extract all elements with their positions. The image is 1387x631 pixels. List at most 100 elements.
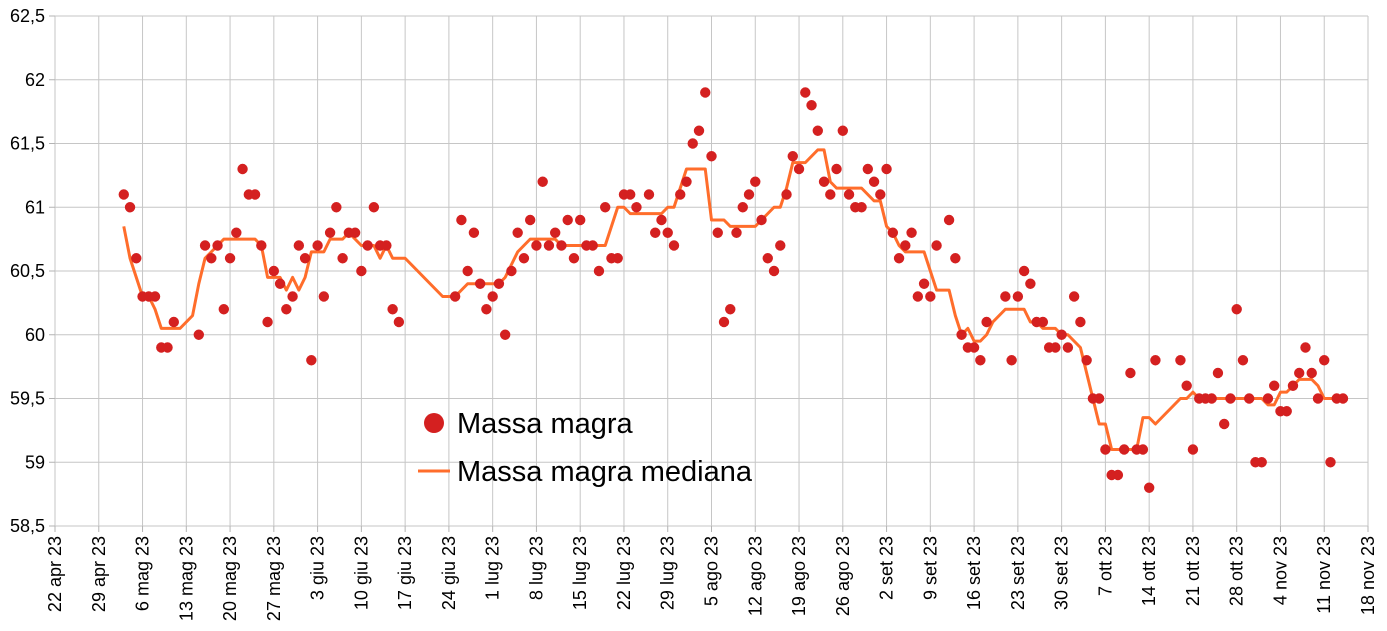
data-point (368, 202, 380, 213)
data-point (487, 291, 498, 302)
data-point (1269, 380, 1280, 391)
x-tick-label: 16 set 23 (964, 536, 984, 610)
y-tick-label: 58,5 (10, 516, 45, 536)
data-point (556, 240, 567, 251)
data-point (1018, 265, 1030, 277)
data-point (518, 253, 530, 264)
data-point (1112, 469, 1124, 481)
data-point (499, 329, 511, 340)
data-point (906, 227, 917, 238)
data-point (1262, 393, 1274, 404)
data-point (124, 202, 136, 213)
x-tick-label: 17 giu 23 (395, 536, 415, 610)
data-point (568, 253, 580, 264)
data-point (299, 253, 311, 264)
data-point (693, 125, 705, 136)
data-point (862, 163, 874, 175)
x-tick-label: 6 mag 23 (133, 536, 153, 611)
data-point (1300, 342, 1311, 353)
x-tick-label: 11 nov 23 (1314, 536, 1334, 614)
data-point (1206, 393, 1217, 404)
legend-label-massa-magra: Massa magra (457, 408, 634, 440)
data-point (1175, 355, 1186, 366)
data-point (337, 253, 348, 264)
data-point (950, 253, 961, 264)
data-point (387, 304, 398, 315)
data-point (524, 214, 536, 226)
y-tick-label: 61 (25, 197, 45, 217)
data-point (787, 151, 798, 162)
data-point (1337, 393, 1349, 404)
data-point (1225, 393, 1236, 404)
data-point (468, 227, 480, 238)
data-point (324, 227, 336, 238)
x-tick-label: 9 set 23 (920, 536, 940, 600)
x-tick-label: 22 lug 23 (614, 536, 634, 610)
data-point (812, 125, 823, 136)
data-point (600, 202, 611, 213)
data-point (268, 265, 280, 277)
data-point (775, 240, 786, 251)
data-point (1012, 291, 1024, 302)
data-point (1244, 393, 1255, 404)
data-point (1137, 444, 1149, 455)
data-point (1037, 316, 1049, 328)
data-point (1181, 380, 1192, 391)
x-tick-label: 7 ott 23 (1095, 536, 1115, 596)
data-point (975, 355, 986, 366)
legend-label-massa-magra-mediana: Massa magra mediana (457, 456, 753, 488)
data-point (1219, 418, 1230, 430)
data-point (593, 265, 605, 277)
x-tick-label: 23 set 23 (1008, 536, 1028, 610)
data-point (662, 227, 673, 238)
data-point (1312, 393, 1324, 404)
data-point (1143, 482, 1155, 493)
x-tick-label: 1 lug 23 (483, 536, 503, 600)
x-tick-label: 2 set 23 (877, 536, 897, 600)
data-point (349, 227, 361, 238)
data-point (868, 176, 880, 187)
data-point (537, 176, 548, 187)
data-point (856, 202, 867, 213)
data-point (1231, 304, 1242, 315)
data-point (1319, 355, 1330, 366)
data-point (212, 240, 223, 251)
data-point (1000, 291, 1011, 302)
data-point (768, 265, 780, 277)
x-tick-label: 18 nov 23 (1358, 536, 1378, 615)
data-point (199, 240, 211, 251)
data-point (762, 253, 773, 264)
data-point (1306, 367, 1317, 379)
data-point (1062, 342, 1074, 353)
data-point (206, 253, 217, 264)
data-point (224, 253, 236, 264)
x-tick-label: 5 ago 23 (702, 536, 722, 606)
median-line-series (122, 148, 1343, 451)
data-point (843, 189, 855, 200)
data-point (687, 138, 698, 149)
data-point (837, 125, 848, 136)
data-point (1006, 355, 1017, 366)
data-point (549, 227, 561, 238)
data-point (900, 240, 911, 251)
data-point (256, 240, 267, 251)
data-point (1050, 342, 1061, 353)
data-point (668, 240, 680, 251)
data-point (1025, 278, 1036, 289)
data-point (1281, 406, 1292, 417)
y-tick-label: 61,5 (10, 134, 45, 154)
data-point (800, 87, 811, 98)
data-point (149, 291, 161, 302)
data-point (193, 329, 204, 340)
x-tick-label: 21 ott 23 (1183, 536, 1203, 606)
data-point (825, 189, 836, 200)
data-point (893, 253, 905, 264)
data-point (756, 214, 767, 226)
data-point (474, 278, 486, 289)
data-point (1294, 367, 1305, 379)
data-point (1325, 457, 1336, 468)
data-point (731, 227, 742, 238)
data-point (818, 176, 830, 187)
y-tick-label: 60,5 (10, 261, 45, 281)
data-point (793, 163, 805, 175)
